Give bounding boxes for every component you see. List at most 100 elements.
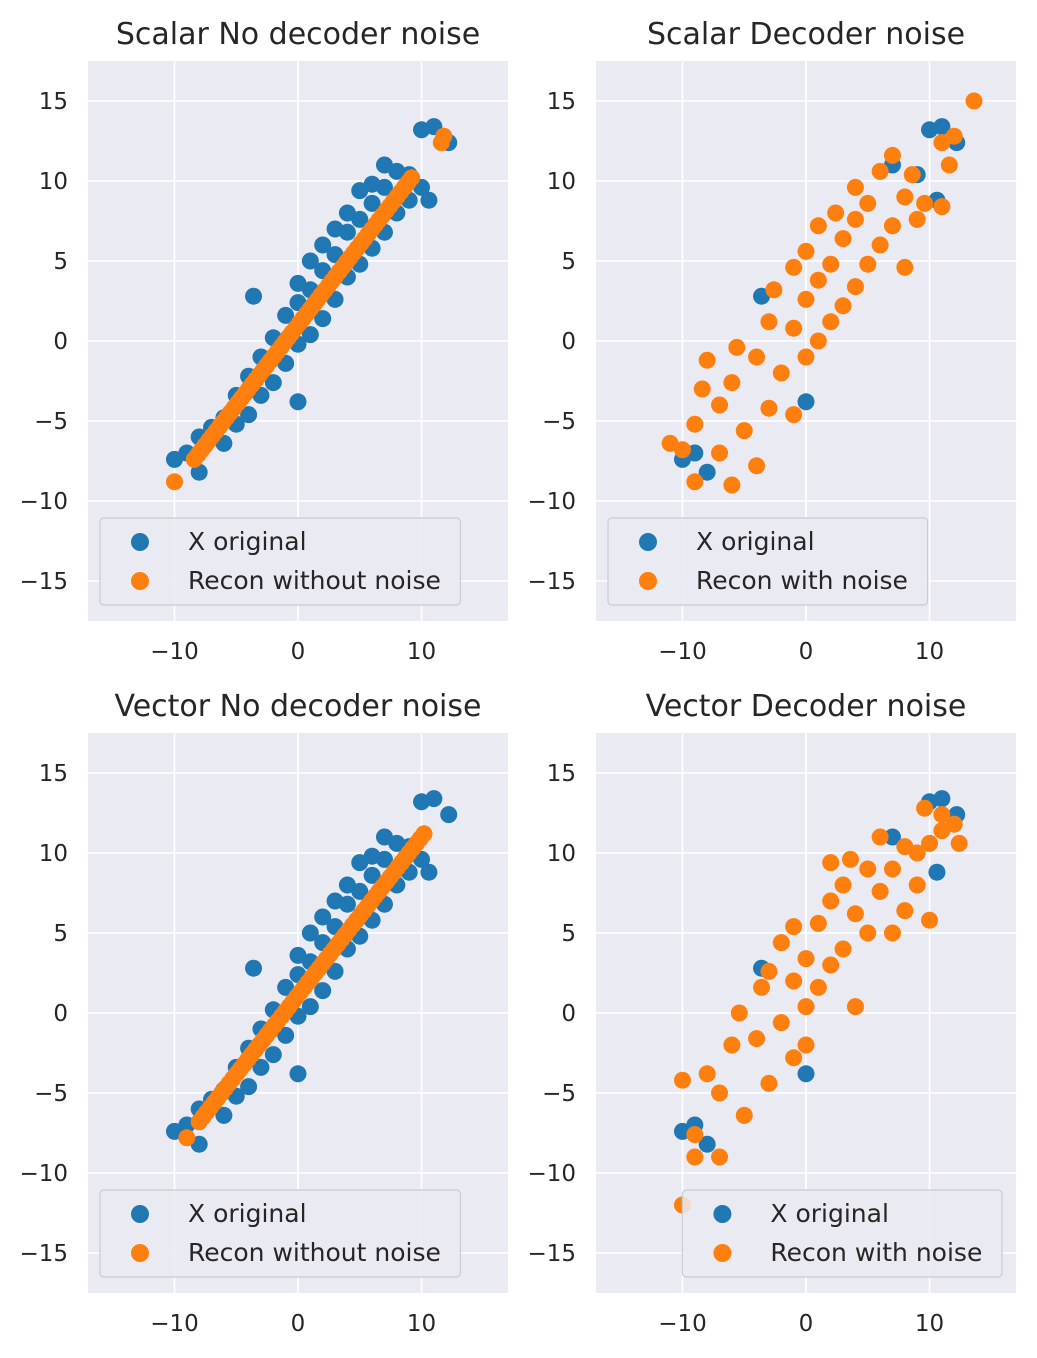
data-point — [896, 188, 914, 206]
data-point — [772, 1014, 790, 1032]
data-point — [846, 998, 864, 1016]
data-point — [711, 396, 729, 414]
series-recon — [661, 92, 983, 494]
data-point — [921, 834, 939, 852]
y-tick-label: −10 — [527, 1161, 576, 1187]
y-tick-label: 0 — [561, 329, 576, 355]
x-tick-label: 0 — [291, 1311, 306, 1337]
data-point — [723, 1036, 741, 1054]
data-point — [859, 194, 877, 212]
data-point — [415, 825, 433, 843]
data-point — [945, 815, 963, 833]
legend-label: X original — [770, 1199, 889, 1228]
data-point — [728, 338, 746, 356]
chart-panel-4: −10 0 10 −15 −10 −5 0 5 10 15 Vector Decoder noise… — [527, 689, 1016, 1337]
y-tick-label: −5 — [34, 409, 68, 435]
data-point — [797, 242, 815, 260]
data-point — [883, 828, 901, 846]
data-point — [916, 799, 934, 817]
data-point — [735, 1106, 753, 1124]
data-point — [314, 236, 332, 254]
data-point — [928, 863, 946, 881]
y-tick-label: 15 — [547, 761, 576, 787]
data-point — [809, 978, 827, 996]
y-tick-label: −10 — [527, 489, 576, 515]
data-point — [693, 380, 711, 398]
data-point — [403, 169, 421, 187]
legend-label: Recon without noise — [188, 1238, 441, 1267]
series-recon — [165, 127, 453, 491]
y-tick-label: 10 — [547, 841, 576, 867]
data-point — [809, 332, 827, 350]
legend: X original Recon with noise — [607, 517, 929, 606]
data-point — [834, 297, 852, 315]
data-point — [822, 313, 840, 331]
data-point — [686, 1126, 704, 1144]
data-point — [277, 306, 295, 324]
legend-marker — [131, 1205, 149, 1223]
data-point — [871, 162, 889, 180]
y-tick-label: 10 — [39, 169, 68, 195]
series-recon — [673, 799, 968, 1214]
data-point — [933, 198, 951, 216]
data-point — [950, 834, 968, 852]
data-point — [945, 127, 963, 145]
data-point — [822, 854, 840, 872]
data-point — [940, 156, 958, 174]
data-point — [215, 1106, 233, 1124]
data-point — [698, 351, 716, 369]
y-tick-label: −15 — [527, 1241, 576, 1267]
data-point — [673, 441, 691, 459]
data-point — [871, 828, 889, 846]
legend-box — [681, 1189, 1003, 1278]
data-point — [252, 1058, 270, 1076]
data-point — [822, 956, 840, 974]
data-point — [420, 191, 438, 209]
x-tick-label: −10 — [150, 639, 199, 665]
y-tick-label: −5 — [34, 1081, 68, 1107]
y-tick-label: −5 — [542, 1081, 576, 1107]
data-point — [933, 790, 951, 808]
x-tick-label: 10 — [407, 639, 436, 665]
x-tick-label: −10 — [658, 1311, 707, 1337]
data-point — [772, 364, 790, 382]
data-point — [673, 1071, 691, 1089]
data-point — [240, 1078, 258, 1096]
data-point — [809, 217, 827, 235]
data-point — [375, 178, 393, 196]
legend-marker — [713, 1205, 732, 1223]
data-point — [896, 258, 914, 276]
data-point — [827, 204, 845, 222]
legend-label: X original — [188, 1199, 307, 1228]
x-tick-label: 0 — [291, 639, 306, 665]
data-point — [822, 255, 840, 273]
data-point — [841, 850, 859, 868]
data-point — [859, 860, 877, 878]
data-point — [797, 950, 815, 968]
data-point — [785, 319, 803, 337]
data-point — [698, 1135, 716, 1153]
data-point — [351, 210, 369, 228]
data-point — [871, 882, 889, 900]
data-point — [264, 1046, 282, 1064]
data-point — [809, 271, 827, 289]
chart-title: Vector Decoder noise — [646, 689, 967, 724]
data-point — [435, 127, 453, 145]
data-point — [686, 473, 704, 491]
legend-label: Recon without noise — [188, 566, 441, 595]
legend: X original Recon with noise — [681, 1189, 1003, 1278]
x-tick-label: −10 — [658, 639, 707, 665]
data-point — [809, 914, 827, 932]
data-point — [772, 934, 790, 952]
legend: X original Recon without noise — [99, 517, 461, 606]
data-point — [245, 287, 263, 305]
data-point — [289, 1065, 307, 1083]
data-point — [797, 290, 815, 308]
data-point — [748, 457, 766, 475]
x-tick-label: 10 — [915, 1311, 944, 1337]
data-point — [908, 210, 926, 228]
data-point — [765, 281, 783, 299]
legend-box — [99, 517, 461, 606]
y-tick-label: −15 — [19, 1241, 68, 1267]
data-point — [748, 1030, 766, 1048]
